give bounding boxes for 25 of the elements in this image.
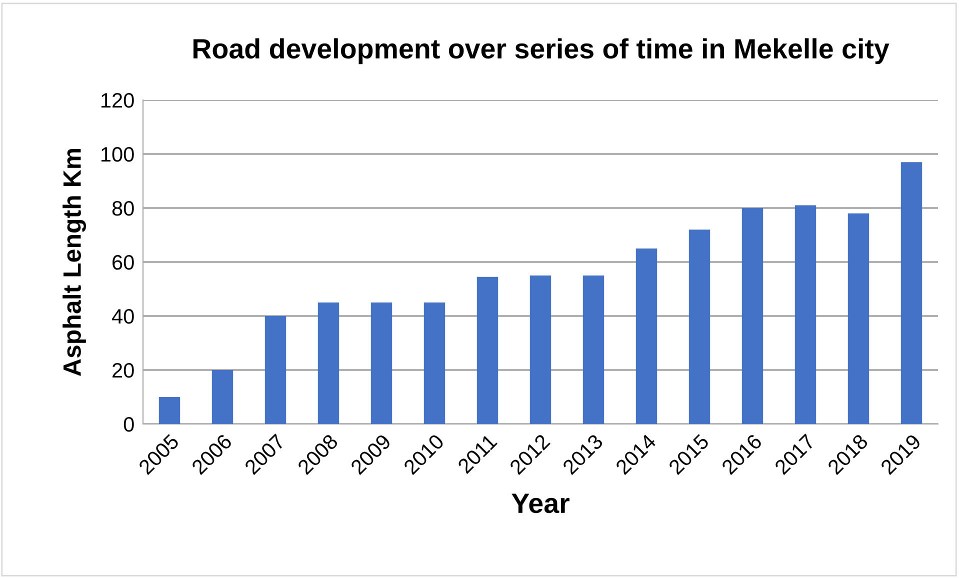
x-axis-title: Year: [512, 494, 570, 514]
y-tick-label: 60: [112, 255, 134, 270]
bar: [370, 302, 392, 424]
bar: [688, 230, 710, 424]
bar: [212, 370, 234, 424]
bar: [476, 276, 498, 424]
bar: [794, 205, 816, 424]
y-tick-label: 100: [102, 147, 134, 162]
bar: [158, 397, 180, 424]
chart-title: Road development over series of time in Mekelle city: [194, 38, 890, 64]
bar: [318, 302, 340, 424]
bar: [530, 276, 552, 424]
bar: [582, 276, 604, 424]
y-tick-label: 0: [124, 417, 134, 432]
y-tick-label: 120: [102, 93, 134, 108]
y-tick-label: 80: [112, 201, 134, 216]
y-tick-label: 40: [112, 309, 134, 324]
bar: [264, 316, 286, 424]
y-tick-label: 20: [112, 363, 134, 378]
y-axis-title: Asphalt Length Km: [62, 148, 86, 376]
bar: [848, 213, 870, 424]
bar: [900, 162, 922, 424]
bar: [636, 248, 658, 424]
bar: [742, 208, 764, 424]
bar: [424, 302, 446, 424]
